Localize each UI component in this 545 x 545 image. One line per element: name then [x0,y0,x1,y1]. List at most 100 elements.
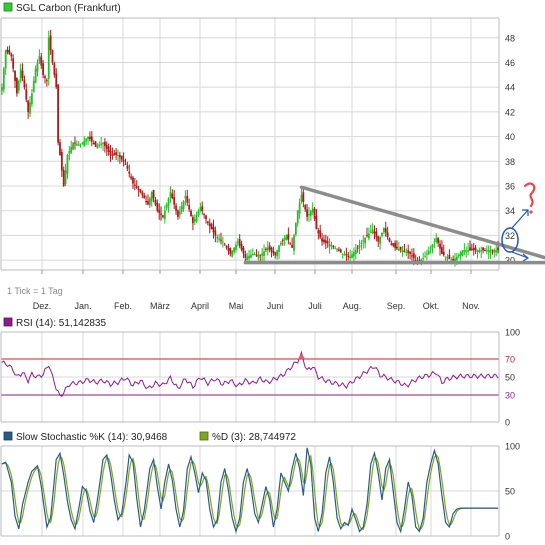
candle-body [173,197,176,205]
candle-body [392,243,395,246]
candle-body [221,241,224,243]
candle-body [60,152,63,171]
rsi-title-swatch [3,317,13,327]
candle-body [154,199,157,205]
candle-body [55,73,58,88]
candle-body [130,176,133,179]
candle-body [27,100,30,112]
candle-body [309,211,312,216]
candle-body [259,254,262,256]
candle-body [195,215,198,222]
candle-body [469,247,471,251]
candle-body [334,247,337,249]
candle-body [94,141,97,147]
candle-body [300,194,303,202]
price-y-tick-label: 40 [505,132,515,142]
candle-body [208,223,211,227]
stoch-k-legend: Slow Stochastic %K (14): 30,9468 [16,432,168,443]
rsi-line [1,350,499,398]
candle-body [8,50,11,55]
candle-body [270,247,273,252]
candle-body [485,250,488,252]
x-tick-label: Nov. [462,301,480,311]
candle-body [225,245,228,248]
candle-body [117,155,119,157]
candle-body [104,141,106,146]
candle-body [113,153,116,156]
price-gridlines [0,17,500,271]
candle-body [87,136,89,140]
candle-body [439,243,441,249]
candle-body [379,237,382,244]
candle-body [461,250,464,255]
candle-body [90,136,93,142]
candle-body [44,76,46,78]
candle-body [17,81,20,91]
candle-body [250,254,252,258]
candle-body [426,253,428,255]
candle-body [422,257,425,259]
candle-body [251,253,254,256]
candle-body [205,215,207,220]
candle-body [293,235,295,251]
candle-body [405,252,408,254]
candle-body [171,193,174,199]
candle-body [218,238,221,240]
x-tick-label: Sep. [387,301,406,311]
candle-body [459,252,462,256]
candle-body [330,245,333,247]
candle-body [296,210,299,224]
candle-body [98,144,101,146]
candle-body [14,70,16,81]
candle-body [238,239,241,246]
candle-body [92,142,95,144]
candle-body [40,56,43,66]
candle-body [452,259,455,261]
candle-body [319,230,322,238]
candle-body [197,211,200,216]
price-candles [1,29,499,267]
candle-body [294,223,297,235]
candle-body [285,235,288,241]
candle-body [242,247,245,254]
candle-body [107,146,110,153]
price-y-tick-label: 46 [505,58,515,68]
candle-body [74,142,76,144]
stoch-y-tick-label: 0 [505,532,510,542]
candle-body [332,246,335,248]
x-tick-label: Aug. [343,301,362,311]
candle-body [62,170,65,186]
candle-body [375,231,378,238]
candle-body [145,201,147,203]
candle-body [308,214,310,216]
candle-body [139,189,142,193]
x-tick-label: Okt. [423,301,440,311]
candle-body [306,209,309,217]
candle-body [266,247,269,251]
candle-body [396,246,398,249]
candle-body [343,254,346,256]
candle-body [457,255,460,257]
question-mark-annotation [523,182,536,208]
rsi-panel: RSI (14): 51,142835 0 30 50 70 100 [0,317,520,428]
candle-body [72,142,74,150]
candle-body [167,198,170,206]
candle-body [235,244,237,251]
candle-body [156,203,159,211]
candle-body [388,238,391,242]
candle-body [302,192,305,203]
candle-body [193,219,196,222]
candle-body [491,249,494,251]
candle-body [178,211,181,215]
candle-body [356,247,359,249]
candle-body [248,255,250,259]
price-y-tick-label: 36 [505,182,515,192]
candle-body [177,210,179,217]
candle-body [216,236,219,239]
candle-body [487,250,490,253]
candle-body [109,150,112,156]
candle-body [489,250,492,253]
candle-body [326,241,329,244]
price-y-tick-label: 30 [505,256,515,266]
candle-body [358,245,361,248]
